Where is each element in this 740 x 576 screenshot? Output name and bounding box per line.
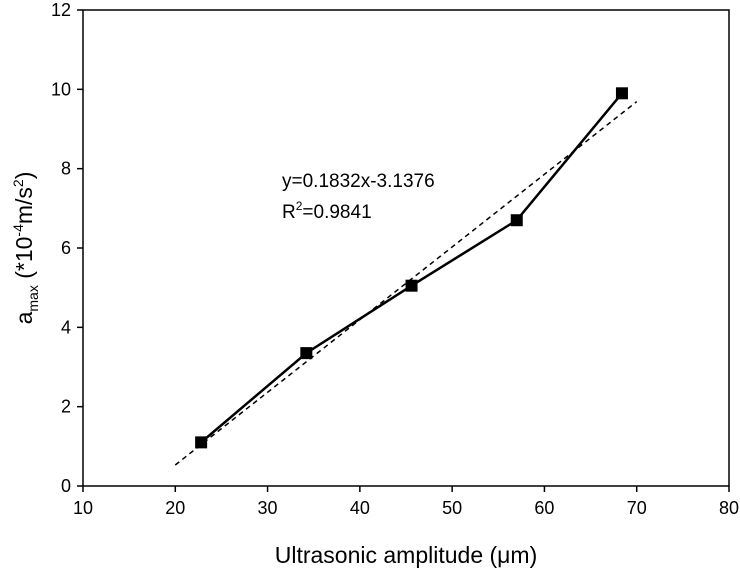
y-tick-label: 2: [61, 397, 71, 417]
x-tick-label: 70: [627, 498, 647, 518]
y-tick-label: 10: [51, 79, 71, 99]
y-label-unit: ): [11, 172, 37, 180]
data-line: [200, 92, 623, 444]
y-tick-label: 0: [61, 476, 71, 496]
x-tick-label: 50: [442, 498, 462, 518]
r-label: R: [282, 202, 296, 223]
r-squared: R2=0.9841: [282, 199, 372, 223]
y-label-sup: -4: [10, 224, 26, 237]
x-tick-label: 60: [534, 498, 554, 518]
marker: [195, 436, 208, 449]
y-tick-label: 4: [61, 317, 71, 337]
marker: [405, 279, 418, 292]
fit-line: [174, 101, 638, 466]
marker: [300, 347, 313, 360]
r-sup: 2: [296, 199, 303, 213]
y-tick-label: 8: [61, 159, 71, 179]
y-tick-label: 6: [61, 238, 71, 258]
y-axis-label: amax (*10-4m/s2): [10, 172, 41, 325]
x-tick-label: 80: [719, 498, 739, 518]
x-tick-label: 30: [258, 498, 278, 518]
plot-frame: [82, 9, 730, 487]
x-axis-label: Ultrasonic amplitude (μm): [275, 542, 538, 568]
x-tick-label: 40: [350, 498, 370, 518]
y-label-main: a: [11, 311, 37, 324]
marker: [510, 214, 523, 227]
y-label-unit: m/s: [11, 187, 37, 224]
r-value: =0.9841: [302, 202, 371, 223]
y-label-sub: max: [25, 285, 41, 311]
y-label-sup: 2: [10, 179, 26, 187]
x-tick-label: 20: [165, 498, 185, 518]
x-tick-label: 10: [73, 498, 93, 518]
equation: y=0.1832x-3.1376: [282, 171, 435, 192]
y-tick-label: 12: [51, 0, 71, 20]
y-label-unit: (*10: [11, 237, 37, 286]
marker: [615, 87, 628, 100]
